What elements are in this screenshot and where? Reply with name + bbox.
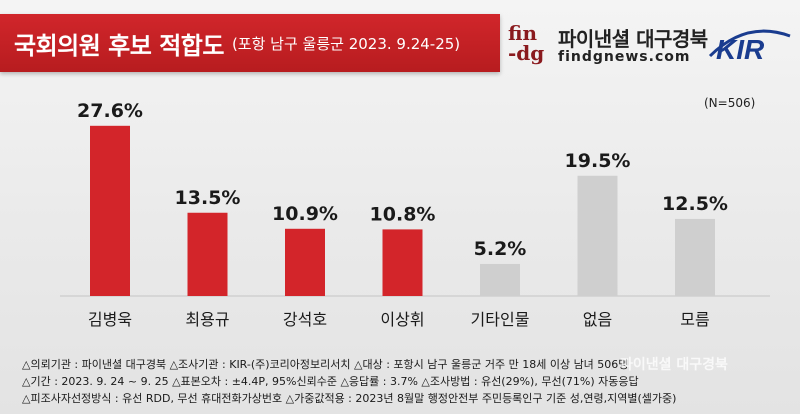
bar-value-label: 10.9% <box>272 203 338 225</box>
bar-6 <box>577 175 618 296</box>
category-label: 이상휘 <box>380 310 424 329</box>
category-label: 김병욱 <box>88 310 132 329</box>
bar-value-label: 13.5% <box>175 187 241 209</box>
logo-korean-name: 파이낸셜 대구경북 <box>558 27 708 51</box>
title-bar: 국회의원 후보 적합도 (포항 남구 울릉군 2023. 9.24-25) <box>0 14 500 72</box>
bar-value-label: 12.5% <box>662 193 728 215</box>
survey-notes: △의뢰기관 : 파이낸셜 대구경북 △조사기관 : KIR-(주)코리아정보리서… <box>22 356 792 407</box>
bar-value-label: 10.8% <box>370 203 436 225</box>
bar-3 <box>285 228 325 296</box>
bar-7 <box>675 218 715 296</box>
bar-5 <box>480 263 520 296</box>
bar-value-label: 27.6% <box>77 100 143 122</box>
bar-value-label: 5.2% <box>474 238 527 260</box>
page-subtitle: (포항 남구 울릉군 2023. 9.24-25) <box>231 34 461 53</box>
note-line: △의뢰기관 : 파이낸셜 대구경북 △조사기관 : KIR-(주)코리아정보리서… <box>22 358 629 371</box>
category-label: 없음 <box>583 310 612 329</box>
category-label: 최용규 <box>185 310 229 329</box>
category-label: 기타인물 <box>471 310 530 329</box>
page-title: 국회의원 후보 적합도 <box>14 31 224 60</box>
bar-2 <box>187 212 228 296</box>
sample-size-label: (N=506) <box>704 96 756 110</box>
note-line: △피조사자선정방식 : 유선 RDD, 무선 휴대전화가상번호 △가중값적용 :… <box>22 392 677 405</box>
bar-value-label: 19.5% <box>565 150 631 172</box>
logo-dg-text: -dg <box>508 41 545 65</box>
publisher-logo: fin -dg 파이낸셜 대구경북 findgnews.com KIR <box>506 22 796 72</box>
watermark: 파이낸셜 대구경북 <box>620 357 728 373</box>
bar-4 <box>382 229 423 296</box>
logo-url: findgnews.com <box>558 49 691 65</box>
kir-logo-icon: KIR <box>708 29 791 65</box>
note-line: △기간 : 2023. 9. 24 ~ 9. 25 △표본오차 : ±4.4P,… <box>22 375 639 388</box>
category-label: 모름 <box>680 310 709 329</box>
bar-chart: 27.6% 김병욱 13.5% 최용규 10.9% 강석호 10.8% 이상휘 5.2% 기타인물… <box>60 100 770 329</box>
kir-logo-text: KIR <box>716 34 765 65</box>
category-label: 강석호 <box>283 310 327 329</box>
bar-1 <box>90 125 130 296</box>
logo-fin-text: fin <box>508 21 538 45</box>
